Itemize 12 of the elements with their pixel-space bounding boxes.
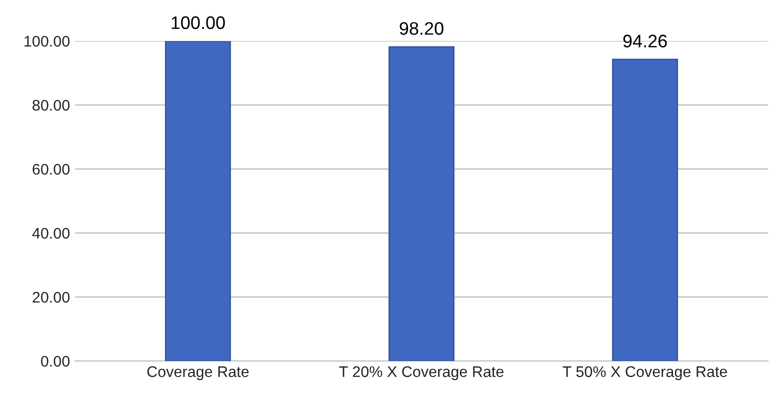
x-tick-label: T 20% X Coverage Rate: [339, 366, 504, 380]
y-tick-label: 80.00: [32, 100, 70, 111]
data-label: 94.26: [623, 34, 667, 48]
y-tick-label: 100.00: [24, 36, 70, 47]
x-tick-label: Coverage Rate: [147, 366, 249, 380]
y-tick-label: 0.00: [41, 356, 70, 367]
y-tick-label: 20.00: [32, 292, 70, 303]
y-tick-label: 60.00: [32, 164, 70, 175]
x-tick-label: T 50% X Coverage Rate: [562, 366, 728, 380]
data-label: 100.00: [172, 16, 225, 30]
data-label: 98.20: [400, 22, 444, 35]
y-tick-label: 40.00: [32, 228, 70, 239]
